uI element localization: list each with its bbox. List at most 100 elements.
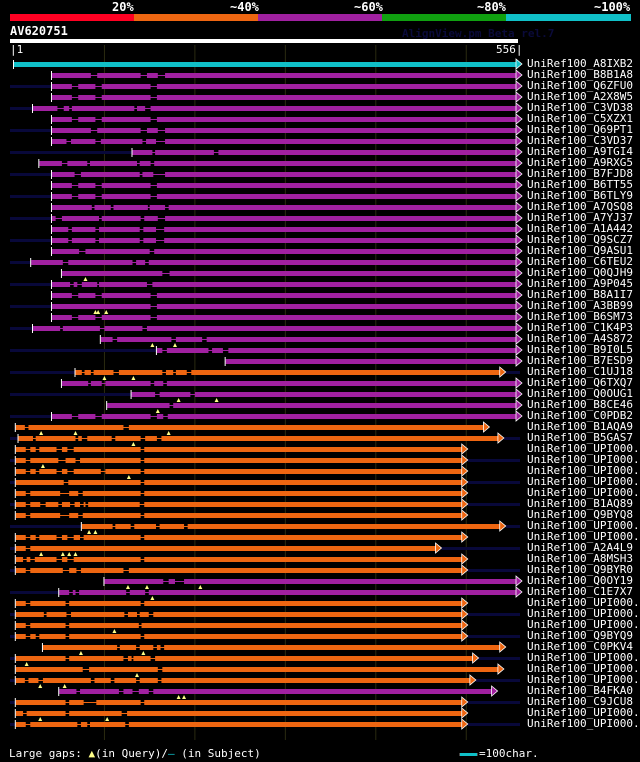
hit-row[interactable] [50, 289, 523, 301]
hit-row[interactable] [13, 58, 523, 70]
hit-label[interactable]: UniRef100_A9P045 [527, 277, 633, 290]
hit-label[interactable]: UniRef100_A8IXB2 [527, 57, 633, 70]
hit-label[interactable]: UniRef100_Q9BYQ8 [527, 508, 633, 521]
hit-label[interactable]: UniRef100_UPI000.. [527, 607, 640, 620]
hit-label[interactable]: UniRef100_UPI000.. [527, 530, 640, 543]
hit-row[interactable] [10, 520, 520, 534]
hit-row[interactable] [50, 135, 523, 147]
hit-label[interactable]: UniRef100_Q9BYQ9 [527, 629, 633, 642]
hit-row[interactable] [10, 674, 520, 688]
hit-label[interactable]: UniRef100_A9TGI4 [527, 145, 633, 158]
hit-label[interactable]: UniRef100_Q0OUG1 [527, 387, 633, 400]
hit-label[interactable]: UniRef100_B1AQA9 [527, 420, 633, 433]
hit-label[interactable]: UniRef100_Q69PT1 [527, 123, 633, 136]
hit-row[interactable] [10, 80, 523, 92]
hit-label[interactable]: UniRef100_UPI000.. [527, 673, 640, 686]
hit-row[interactable] [14, 509, 469, 521]
hit-label[interactable]: UniRef100_B7FJD8 [527, 167, 633, 180]
hit-row[interactable] [10, 630, 520, 642]
hit-row[interactable] [14, 465, 469, 479]
hit-row[interactable] [10, 718, 520, 730]
hit-row[interactable] [103, 575, 523, 589]
hit-row[interactable] [60, 267, 523, 281]
hit-label[interactable]: UniRef100_UPI000.. [527, 464, 640, 477]
hit-row[interactable] [10, 256, 523, 268]
hit-label[interactable]: UniRef100_C1K4P3 [527, 321, 633, 334]
hit-label[interactable]: UniRef100_UPI000.. [527, 596, 640, 609]
hit-row[interactable] [14, 531, 469, 543]
hit-row[interactable] [50, 223, 523, 235]
hit-row[interactable] [60, 377, 523, 389]
hit-label[interactable]: UniRef100_B4FKA0 [527, 684, 633, 697]
hit-row[interactable] [10, 278, 523, 290]
hit-label[interactable]: UniRef100_C3VD37 [527, 134, 633, 147]
hit-label[interactable]: UniRef100_Q9BYR0 [527, 563, 633, 576]
hit-label[interactable]: UniRef100_C9JCU8 [527, 695, 633, 708]
hit-row[interactable] [14, 619, 469, 633]
hit-row[interactable] [10, 410, 523, 422]
hit-label[interactable]: UniRef100_B8CE46 [527, 398, 633, 411]
hit-label[interactable]: UniRef100_Q0OY19 [527, 574, 633, 587]
hit-row[interactable] [50, 201, 523, 213]
hit-row[interactable] [10, 586, 523, 600]
hit-label[interactable]: UniRef100_B1AQ89 [527, 497, 633, 510]
hit-label[interactable]: UniRef100_Q0QJH9 [527, 266, 633, 279]
hit-row[interactable] [10, 190, 523, 202]
hit-row[interactable] [14, 597, 469, 609]
hit-row[interactable] [10, 124, 523, 136]
hit-label[interactable]: UniRef100_UPI000.. [527, 486, 640, 499]
hit-row[interactable] [50, 179, 523, 191]
hit-row[interactable] [10, 652, 520, 666]
hit-row[interactable] [10, 432, 520, 446]
hit-label[interactable]: UniRef100_Q9SCZ7 [527, 233, 633, 246]
hit-row[interactable] [10, 344, 523, 356]
hit-row[interactable] [14, 663, 505, 677]
hit-row[interactable] [224, 355, 523, 367]
hit-label[interactable]: UniRef100_A9RXG5 [527, 156, 633, 169]
hit-label[interactable]: UniRef100_C5XZX1 [527, 112, 633, 125]
hit-label[interactable]: UniRef100_B6TLY9 [527, 189, 633, 202]
hit-label[interactable]: UniRef100_UPI000.. [527, 706, 640, 719]
hit-row[interactable] [10, 608, 520, 620]
hit-row[interactable] [50, 245, 523, 257]
hit-row[interactable] [38, 157, 523, 169]
hit-row[interactable] [10, 322, 523, 334]
hit-label[interactable]: UniRef100_A3BB99 [527, 299, 633, 312]
hit-row[interactable] [10, 564, 520, 576]
hit-label[interactable]: UniRef100_A8MSH3 [527, 552, 633, 565]
hit-label[interactable]: UniRef100_B8B1A8 [527, 68, 633, 81]
hit-label[interactable]: UniRef100_UPI000.. [527, 453, 640, 466]
hit-label[interactable]: UniRef100_A7QSQ8 [527, 200, 633, 213]
hit-row[interactable] [14, 421, 491, 435]
hit-row[interactable] [10, 498, 520, 510]
hit-row[interactable] [14, 553, 469, 565]
hit-row[interactable] [10, 454, 520, 468]
hit-row[interactable] [14, 443, 469, 455]
hit-row[interactable] [14, 707, 469, 721]
hit-label[interactable]: UniRef100_Q9ASU1 [527, 244, 633, 257]
hit-label[interactable]: UniRef100_B6SM73 [527, 310, 633, 323]
hit-label[interactable]: UniRef100_B8A1I7 [527, 288, 633, 301]
hit-label[interactable]: UniRef100_A2X8W5 [527, 90, 633, 103]
hit-label[interactable]: UniRef100_B6TT55 [527, 178, 633, 191]
hit-label[interactable]: UniRef100_A7YJ37 [527, 211, 633, 224]
hit-row[interactable] [50, 91, 523, 103]
hit-label[interactable]: UniRef100_B9I0L5 [527, 343, 633, 356]
hit-label[interactable]: UniRef100_C1UJ18 [527, 365, 633, 378]
hit-row[interactable] [50, 113, 523, 125]
hit-label[interactable]: UniRef100_C1E7X7 [527, 585, 633, 598]
hit-label[interactable]: UniRef100_UPI000.. [527, 618, 640, 631]
hit-label[interactable]: UniRef100_A4S872 [527, 332, 633, 345]
hit-label[interactable]: UniRef100_C3VD38 [527, 101, 633, 114]
hit-label[interactable]: UniRef100_UPI000.. [527, 717, 640, 730]
hit-label[interactable]: UniRef100_C6TEU2 [527, 255, 633, 268]
hit-row[interactable] [14, 487, 469, 499]
hit-row[interactable] [10, 146, 523, 158]
hit-label[interactable]: UniRef100_UPI000.. [527, 662, 640, 675]
hit-label[interactable]: UniRef100_UPI000.. [527, 651, 640, 664]
hit-label[interactable]: UniRef100_Q6TXQ7 [527, 376, 633, 389]
hit-label[interactable]: UniRef100_C0PDB2 [527, 409, 633, 422]
hit-row[interactable] [10, 168, 523, 180]
hit-label[interactable]: UniRef100_A1A442 [527, 222, 633, 235]
hit-row[interactable] [50, 69, 523, 81]
